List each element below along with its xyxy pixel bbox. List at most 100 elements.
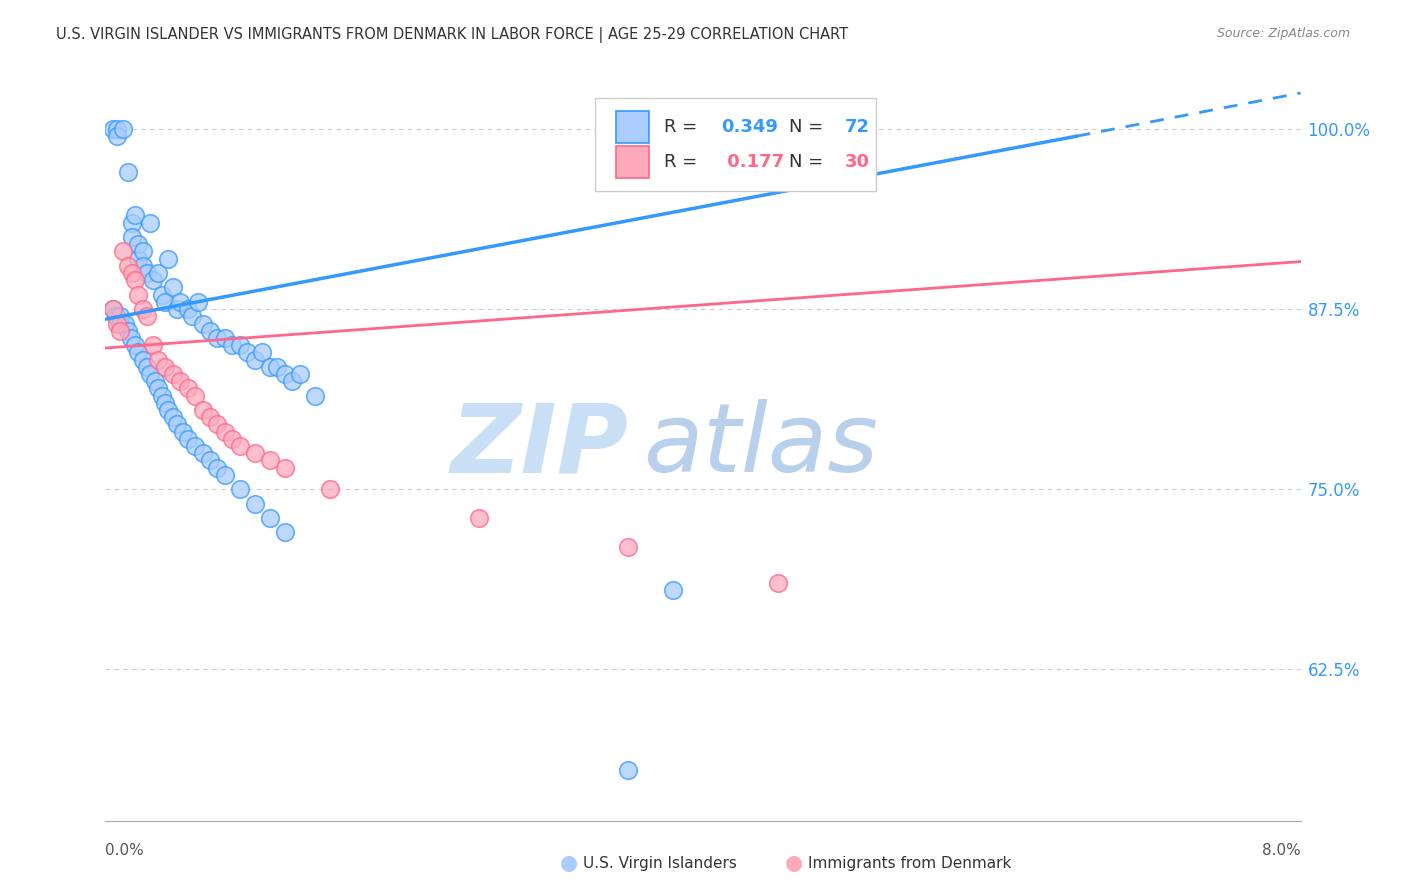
- Point: [214, 331, 236, 345]
- Point: [221, 338, 243, 352]
- Point: [252, 345, 274, 359]
- Point: [107, 317, 129, 331]
- Point: [273, 460, 295, 475]
- Text: 8.0%: 8.0%: [1261, 843, 1301, 858]
- Point: [187, 294, 209, 309]
- Point: [139, 216, 162, 230]
- Point: [191, 403, 214, 417]
- Point: [132, 244, 155, 259]
- Point: [214, 467, 236, 482]
- Point: [110, 324, 132, 338]
- Point: [139, 367, 162, 381]
- Point: [142, 338, 165, 352]
- Text: ●: ●: [561, 854, 578, 873]
- Point: [229, 439, 252, 453]
- Point: [243, 352, 266, 367]
- Point: [617, 763, 640, 777]
- Point: [318, 482, 340, 496]
- Point: [259, 511, 281, 525]
- Point: [191, 317, 214, 331]
- Point: [184, 439, 207, 453]
- Point: [243, 446, 266, 460]
- Point: [112, 244, 135, 259]
- Point: [121, 230, 143, 244]
- Point: [176, 432, 198, 446]
- Point: [259, 359, 281, 374]
- Point: [181, 310, 204, 324]
- Point: [107, 122, 129, 136]
- Point: [153, 359, 177, 374]
- Point: [191, 446, 214, 460]
- Point: [112, 122, 135, 136]
- Point: [207, 460, 229, 475]
- Point: [662, 583, 685, 598]
- Point: [132, 259, 155, 273]
- Point: [117, 324, 139, 338]
- Point: [136, 266, 159, 280]
- Point: [127, 345, 149, 359]
- Point: [117, 165, 139, 179]
- Point: [157, 403, 180, 417]
- Point: [617, 540, 640, 554]
- Point: [169, 294, 191, 309]
- Point: [101, 302, 124, 317]
- Point: [198, 410, 221, 425]
- Point: [146, 266, 169, 280]
- Point: [124, 338, 146, 352]
- Text: 0.0%: 0.0%: [105, 843, 145, 858]
- Point: [273, 367, 295, 381]
- Point: [142, 273, 165, 287]
- Point: [146, 352, 169, 367]
- Point: [229, 482, 252, 496]
- Text: U.S. Virgin Islanders: U.S. Virgin Islanders: [583, 856, 737, 871]
- Point: [243, 497, 266, 511]
- Point: [121, 216, 143, 230]
- Point: [153, 396, 177, 410]
- Point: [124, 209, 146, 223]
- Text: 0.349: 0.349: [721, 118, 778, 136]
- Point: [288, 367, 311, 381]
- Point: [136, 359, 159, 374]
- Point: [281, 374, 304, 388]
- Point: [198, 453, 221, 467]
- Point: [166, 302, 188, 317]
- Point: [153, 294, 177, 309]
- Point: [104, 310, 127, 324]
- Point: [214, 425, 236, 439]
- Point: [101, 122, 124, 136]
- Text: N =: N =: [789, 118, 830, 136]
- Text: N =: N =: [789, 153, 830, 171]
- Point: [136, 310, 159, 324]
- Point: [146, 381, 169, 395]
- Text: R =: R =: [664, 118, 703, 136]
- Point: [221, 432, 243, 446]
- Point: [468, 511, 491, 525]
- Point: [229, 338, 252, 352]
- Point: [127, 287, 149, 301]
- Point: [110, 310, 132, 324]
- Point: [176, 302, 198, 317]
- Point: [207, 417, 229, 432]
- Text: atlas: atlas: [644, 400, 879, 492]
- Text: 30: 30: [845, 153, 870, 171]
- Point: [172, 425, 194, 439]
- Point: [114, 317, 136, 331]
- Point: [198, 324, 221, 338]
- FancyBboxPatch shape: [616, 146, 650, 178]
- Text: Immigrants from Denmark: Immigrants from Denmark: [808, 856, 1012, 871]
- Point: [117, 259, 139, 273]
- Text: ZIP: ZIP: [450, 400, 628, 492]
- Point: [176, 381, 198, 395]
- Text: R =: R =: [664, 153, 703, 171]
- Point: [110, 317, 132, 331]
- FancyBboxPatch shape: [596, 97, 876, 191]
- Point: [162, 280, 184, 294]
- Point: [107, 129, 129, 144]
- Point: [169, 374, 191, 388]
- Point: [157, 252, 180, 266]
- Point: [150, 388, 173, 402]
- Point: [207, 331, 229, 345]
- Point: [127, 252, 149, 266]
- Point: [121, 266, 143, 280]
- Point: [120, 331, 142, 345]
